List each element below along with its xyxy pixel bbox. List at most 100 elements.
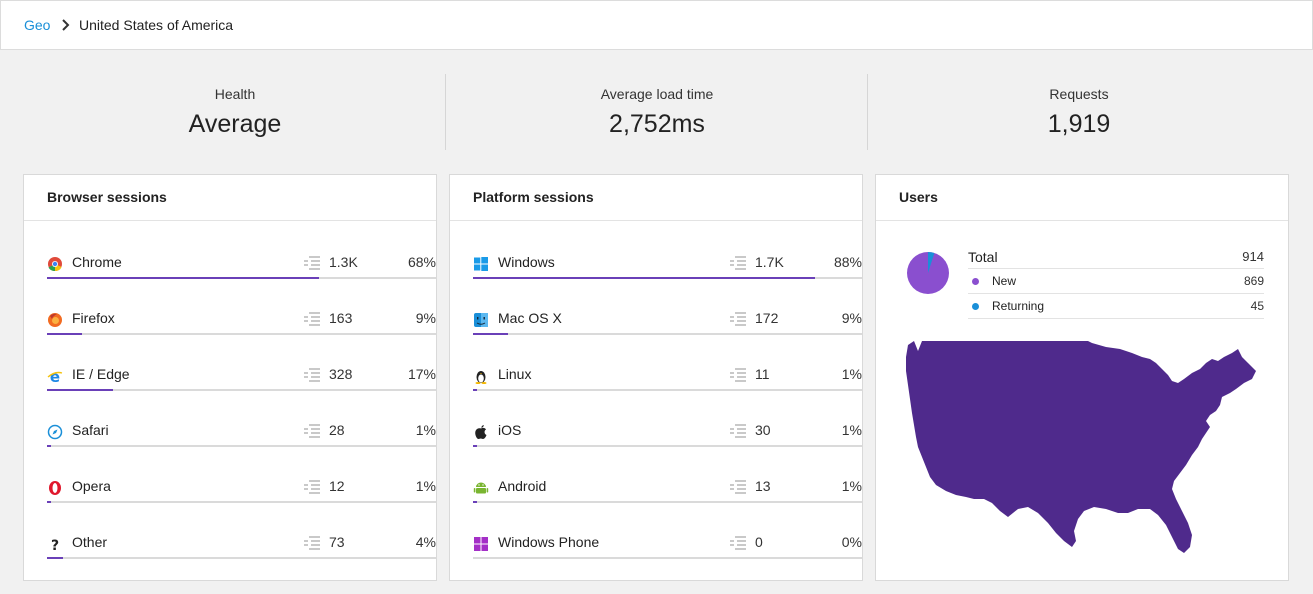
breadcrumb: Geo United States of America bbox=[0, 0, 1313, 50]
row-percent: 0% bbox=[841, 534, 862, 550]
legend-dot-new bbox=[972, 278, 979, 285]
row-count: 328 bbox=[329, 366, 353, 382]
row-count: 30 bbox=[755, 422, 771, 438]
users-returning-row[interactable]: Returning 45 bbox=[968, 294, 1264, 319]
bars-icon bbox=[304, 424, 320, 438]
browser-sessions-card: Browser sessions Chrome 1.3K 68% Firefox 163… bbox=[23, 174, 437, 581]
bars-icon bbox=[730, 424, 746, 438]
stat-label: Health bbox=[214, 86, 256, 102]
chrome-icon bbox=[48, 257, 62, 272]
row-percent: 1% bbox=[841, 422, 862, 438]
row-label: Other bbox=[72, 534, 108, 550]
progress-track bbox=[473, 333, 862, 335]
usa-map bbox=[906, 341, 1256, 553]
stats-strip: Health Average Average load time 2,752ms… bbox=[24, 74, 1289, 150]
progress-track bbox=[473, 445, 862, 447]
row-count: 13 bbox=[755, 478, 771, 494]
progress-fill bbox=[47, 277, 319, 279]
row-percent: 4% bbox=[415, 534, 436, 550]
session-row-safari[interactable]: Safari 28 1% bbox=[47, 419, 436, 475]
usa-map-shape bbox=[906, 341, 1256, 553]
card-title: Platform sessions bbox=[473, 189, 594, 205]
windows-phone-icon bbox=[474, 537, 488, 551]
breadcrumb-current: United States of America bbox=[79, 17, 234, 33]
session-row-linux[interactable]: Linux 11 1% bbox=[473, 363, 862, 419]
stat-requests: Requests 1,919 bbox=[868, 74, 1290, 150]
users-total-value: 914 bbox=[1242, 249, 1264, 264]
row-label: IE / Edge bbox=[72, 366, 130, 382]
row-percent: 9% bbox=[415, 310, 436, 326]
progress-track bbox=[473, 277, 862, 279]
progress-track bbox=[47, 333, 436, 335]
row-label: iOS bbox=[498, 422, 522, 438]
bars-icon bbox=[730, 536, 746, 550]
row-label: Mac OS X bbox=[498, 310, 562, 326]
session-row-windows-phone[interactable]: Windows Phone 0 0% bbox=[473, 531, 862, 587]
linux-icon bbox=[475, 371, 487, 384]
bars-icon bbox=[730, 368, 746, 382]
ie-edge-icon: e bbox=[47, 368, 63, 384]
row-percent: 17% bbox=[407, 366, 436, 382]
bars-icon bbox=[304, 480, 320, 494]
session-row-ie-edge[interactable]: e IE / Edge 328 17% bbox=[47, 363, 436, 419]
session-row-other[interactable]: ? Other 73 4% bbox=[47, 531, 436, 587]
session-row-mac-os-x[interactable]: Mac OS X 172 9% bbox=[473, 307, 862, 363]
row-label: Chrome bbox=[72, 254, 122, 270]
card-header: Users bbox=[876, 175, 1288, 221]
legend-dot-returning bbox=[972, 303, 979, 310]
row-label: Android bbox=[498, 478, 547, 494]
stat-value: 1,919 bbox=[1047, 110, 1111, 138]
session-row-chrome[interactable]: Chrome 1.3K 68% bbox=[47, 251, 436, 307]
divider bbox=[445, 74, 446, 150]
card-title: Users bbox=[899, 189, 938, 205]
session-row-opera[interactable]: Opera 12 1% bbox=[47, 475, 436, 531]
session-row-firefox[interactable]: Firefox 163 9% bbox=[47, 307, 436, 363]
row-label: Opera bbox=[72, 478, 111, 494]
stat-average-load-time: Average load time 2,752ms bbox=[446, 74, 868, 150]
chevron-right-icon bbox=[62, 19, 70, 31]
safari-icon bbox=[47, 424, 63, 440]
platform-sessions-card: Platform sessions Windows 1.7K 88% Mac OS X… bbox=[449, 174, 863, 581]
row-percent: 9% bbox=[841, 310, 862, 326]
windows-icon bbox=[474, 257, 488, 271]
stat-label: Average load time bbox=[600, 86, 714, 102]
row-label: Safari bbox=[72, 422, 109, 438]
progress-fill bbox=[473, 389, 477, 391]
svg-text:e: e bbox=[50, 368, 60, 384]
stat-value: Average bbox=[188, 110, 282, 138]
card-header: Platform sessions bbox=[450, 175, 862, 221]
stat-label: Requests bbox=[1049, 86, 1109, 102]
progress-fill bbox=[473, 445, 477, 447]
bars-icon bbox=[304, 256, 320, 270]
bars-icon bbox=[304, 312, 320, 326]
divider bbox=[867, 74, 868, 150]
session-row-windows[interactable]: Windows 1.7K 88% bbox=[473, 251, 862, 307]
row-count: 163 bbox=[329, 310, 353, 326]
progress-fill bbox=[47, 557, 63, 559]
row-percent: 1% bbox=[415, 422, 436, 438]
breadcrumb-link-geo[interactable]: Geo bbox=[24, 17, 51, 33]
row-count: 1.7K bbox=[755, 254, 784, 270]
users-total-label: Total bbox=[968, 249, 998, 265]
session-row-ios[interactable]: iOS 30 1% bbox=[473, 419, 862, 475]
row-label: Linux bbox=[498, 366, 532, 382]
users-new-label: New bbox=[992, 274, 1017, 288]
progress-fill bbox=[47, 333, 82, 335]
row-percent: 88% bbox=[833, 254, 862, 270]
row-percent: 1% bbox=[841, 366, 862, 382]
bars-icon bbox=[730, 312, 746, 326]
row-percent: 68% bbox=[407, 254, 436, 270]
row-label: Windows bbox=[498, 254, 555, 270]
progress-track bbox=[47, 445, 436, 447]
users-pie-chart bbox=[907, 252, 949, 294]
bars-icon bbox=[730, 480, 746, 494]
session-row-android[interactable]: Android 13 1% bbox=[473, 475, 862, 531]
row-count: 73 bbox=[329, 534, 345, 550]
progress-fill bbox=[47, 389, 113, 391]
users-new-row[interactable]: New 869 bbox=[968, 269, 1264, 294]
bars-icon bbox=[304, 368, 320, 382]
row-count: 1.3K bbox=[329, 254, 358, 270]
progress-fill bbox=[47, 501, 51, 503]
opera-icon bbox=[49, 481, 61, 495]
android-icon bbox=[473, 482, 489, 494]
